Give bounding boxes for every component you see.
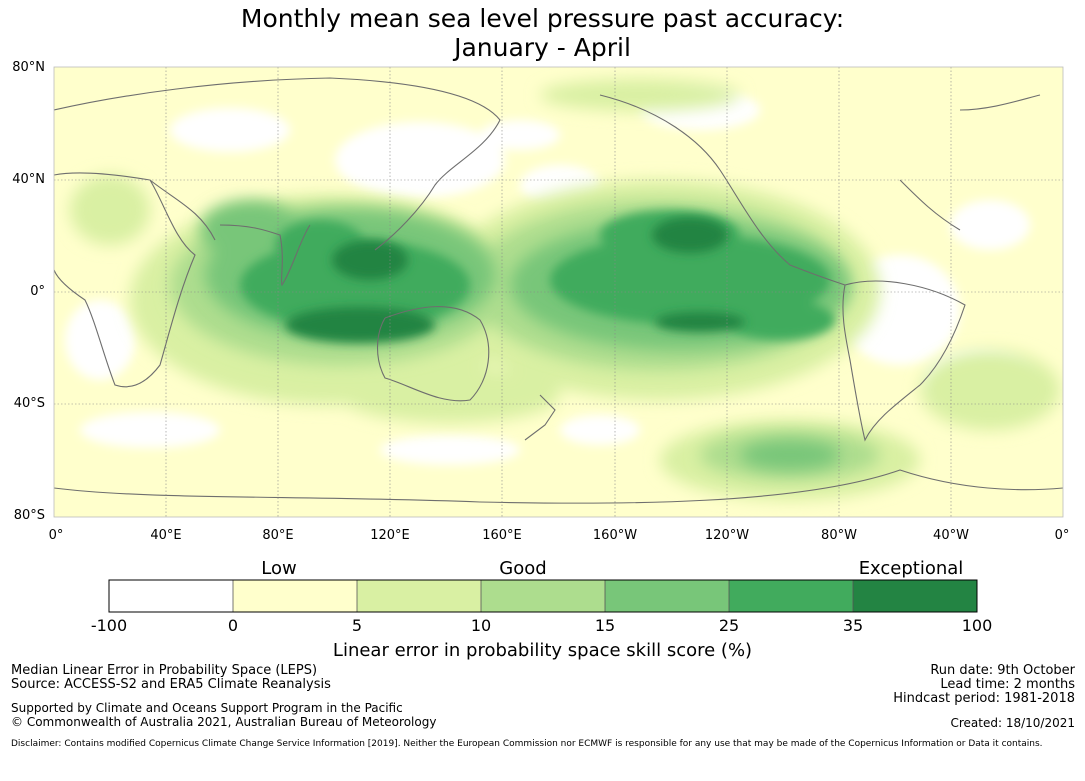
colorbar-segment [853,580,977,612]
lat-label: 80°S [13,508,45,523]
lon-label: 80°W [821,528,857,543]
disclaimer-text: Disclaimer: Contains modified Copernicus… [11,739,1043,749]
lon-label: 120°E [370,528,410,543]
title-line-2: January - April [454,33,631,62]
lon-label: 0° [1054,528,1070,543]
lat-label: 0° [30,284,45,299]
copyright-text: © Commonwealth of Australia 2021, Austra… [11,715,437,729]
skill-35-100-areas [285,217,745,343]
legend-category-good: Good [499,558,547,579]
hindcast-text: Hindcast period: 1981-2018 [893,691,1075,706]
colorbar-tick: 15 [594,616,616,635]
lon-label: 40°E [150,528,182,543]
lon-label: 160°E [482,528,522,543]
lat-label: 80°N [12,60,45,75]
colorbar-tick: -100 [90,616,128,635]
colorbar-segment [233,580,357,612]
colorbar-segment [729,580,853,612]
coastlines [54,77,1063,504]
lead-time-text: Lead time: 2 months [940,677,1075,692]
colorbar-tick: 10 [470,616,492,635]
colorbar-tick: 100 [961,616,993,635]
run-date-text: Run date: 9th October [930,663,1075,678]
graticule [54,67,1063,517]
lon-label: 0° [48,528,64,543]
lon-label: 120°W [704,528,750,543]
colorbar-label: Linear error in probability space skill … [332,640,753,661]
colorbar [108,579,978,613]
legend-category-exceptional: Exceptional [858,558,964,579]
colorbar-tick: 25 [718,616,740,635]
colorbar-tick: 0 [227,616,239,635]
map-frame [53,66,1064,518]
lat-label: 40°N [12,172,45,187]
created-text: Created: 18/10/2021 [950,716,1075,730]
colorbar-tick: 35 [842,616,864,635]
colorbar-segment [481,580,605,612]
supported-text: Supported by Climate and Oceans Support … [11,701,403,715]
colorbar-tick: 5 [351,616,363,635]
title-line-1: Monthly mean sea level pressure past acc… [240,4,845,33]
method-text: Median Linear Error in Probability Space… [11,663,318,678]
colorbar-segment [109,580,233,612]
lat-label: 40°S [13,396,45,411]
colorbar-segment [605,580,729,612]
lon-label: 160°W [592,528,638,543]
lon-label: 80°E [262,528,294,543]
lon-label: 40°W [933,528,969,543]
legend-category-low: Low [261,558,297,579]
map-title: Monthly mean sea level pressure past acc… [0,4,1085,62]
source-text: Source: ACCESS-S2 and ERA5 Climate Reana… [11,677,331,692]
colorbar-segment [357,580,481,612]
